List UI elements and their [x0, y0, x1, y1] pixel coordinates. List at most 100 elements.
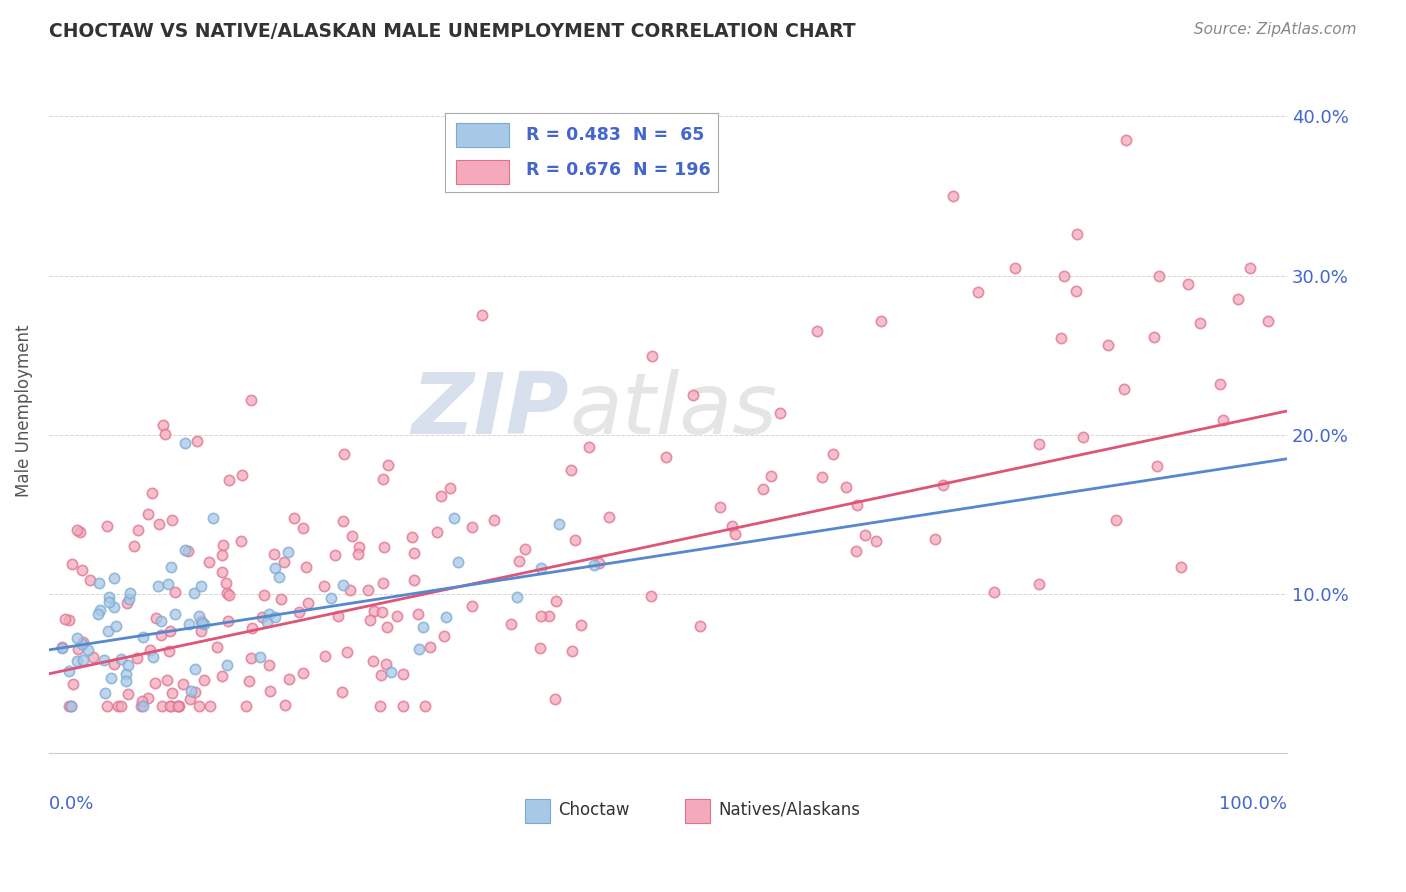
Point: [447, 555, 470, 569]
Point: [249, 650, 271, 665]
Point: [103, 657, 125, 672]
Point: [174, 435, 197, 450]
Point: [391, 698, 413, 713]
Point: [844, 544, 866, 558]
Point: [277, 545, 299, 559]
Point: [117, 657, 139, 672]
Point: [288, 605, 311, 619]
Point: [145, 610, 167, 624]
Point: [136, 508, 159, 522]
Point: [150, 698, 173, 713]
Point: [211, 548, 233, 562]
Point: [190, 614, 212, 628]
Point: [1114, 382, 1136, 396]
Point: [104, 619, 127, 633]
Point: [100, 672, 122, 686]
Point: [1226, 293, 1249, 307]
Point: [402, 546, 425, 560]
Point: [835, 480, 858, 494]
Point: [578, 440, 600, 454]
Point: [70, 637, 93, 651]
Point: [1239, 260, 1261, 275]
Point: [66, 654, 89, 668]
Point: [240, 393, 263, 408]
Point: [198, 698, 221, 713]
Point: [506, 591, 529, 605]
Point: [332, 514, 354, 528]
Point: [184, 685, 207, 699]
Point: [214, 575, 236, 590]
Point: [312, 579, 335, 593]
Point: [806, 324, 828, 338]
Point: [598, 510, 620, 524]
Point: [193, 673, 215, 687]
Text: Source: ZipAtlas.com: Source: ZipAtlas.com: [1194, 22, 1357, 37]
Point: [218, 588, 240, 602]
Point: [508, 554, 530, 568]
Point: [340, 529, 363, 543]
Point: [103, 599, 125, 614]
Point: [273, 698, 295, 712]
Point: [87, 575, 110, 590]
Point: [544, 692, 567, 706]
Point: [336, 645, 359, 659]
Point: [257, 658, 280, 673]
Point: [530, 561, 553, 575]
Point: [368, 698, 391, 713]
Point: [370, 605, 392, 619]
Point: [724, 527, 747, 541]
Point: [363, 604, 385, 618]
Point: [150, 614, 173, 628]
Point: [139, 642, 162, 657]
Point: [211, 565, 233, 579]
Point: [156, 673, 179, 688]
Point: [326, 609, 349, 624]
Point: [188, 698, 211, 713]
Point: [385, 609, 408, 624]
Point: [561, 644, 583, 658]
Point: [51, 640, 73, 654]
Point: [1177, 277, 1199, 291]
Point: [333, 447, 356, 461]
Point: [569, 617, 592, 632]
Point: [58, 614, 80, 628]
Point: [53, 612, 76, 626]
Point: [212, 537, 235, 551]
Point: [401, 530, 423, 544]
Point: [176, 544, 198, 558]
Point: [588, 556, 610, 570]
Point: [339, 583, 361, 598]
Point: [179, 617, 201, 632]
Point: [160, 513, 183, 527]
Point: [62, 677, 84, 691]
Point: [180, 683, 202, 698]
Point: [215, 586, 238, 600]
Point: [564, 533, 586, 548]
Point: [1147, 269, 1170, 284]
Point: [160, 560, 183, 574]
Point: [167, 698, 190, 713]
Point: [183, 586, 205, 600]
Point: [211, 669, 233, 683]
Point: [932, 478, 955, 492]
Point: [250, 610, 273, 624]
Point: [292, 666, 315, 681]
Point: [1257, 314, 1279, 328]
Point: [165, 584, 187, 599]
Point: [402, 573, 425, 587]
Point: [259, 684, 281, 698]
Point: [709, 500, 731, 514]
Point: [97, 624, 120, 638]
Point: [58, 664, 80, 678]
Text: 100.0%: 100.0%: [1219, 795, 1286, 813]
Point: [152, 418, 174, 433]
Point: [110, 698, 132, 713]
Point: [1066, 227, 1088, 242]
Point: [823, 447, 845, 461]
Point: [167, 698, 190, 713]
Point: [983, 585, 1005, 599]
Point: [263, 609, 285, 624]
Point: [655, 450, 678, 464]
Point: [89, 603, 111, 617]
Point: [434, 609, 457, 624]
